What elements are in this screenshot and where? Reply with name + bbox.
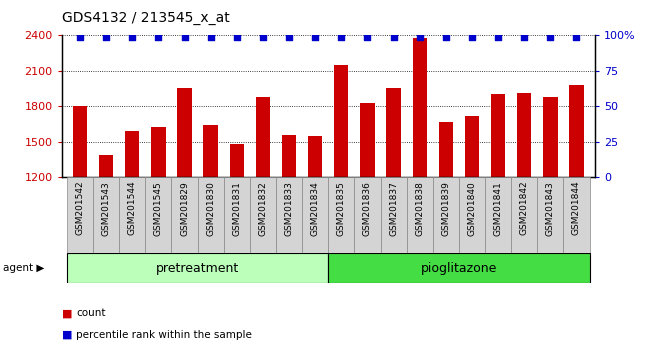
Bar — [276, 177, 302, 253]
Bar — [302, 177, 328, 253]
Bar — [67, 177, 93, 253]
Point — [127, 34, 138, 40]
Point — [519, 34, 529, 40]
Bar — [224, 177, 250, 253]
Bar — [73, 106, 87, 177]
Bar — [308, 136, 322, 177]
Point — [231, 34, 242, 40]
Text: GSM201833: GSM201833 — [285, 181, 294, 236]
Bar — [511, 177, 538, 253]
Text: GSM201829: GSM201829 — [180, 181, 189, 235]
Text: GSM201835: GSM201835 — [337, 181, 346, 236]
Text: GSM201839: GSM201839 — [441, 181, 450, 236]
Bar — [485, 177, 511, 253]
Text: GSM201545: GSM201545 — [154, 181, 163, 235]
Bar — [198, 177, 224, 253]
Text: GSM201842: GSM201842 — [520, 181, 528, 235]
Point — [153, 34, 164, 40]
Text: GSM201832: GSM201832 — [259, 181, 267, 235]
Text: GSM201840: GSM201840 — [467, 181, 476, 235]
Point — [415, 34, 425, 40]
Bar — [380, 177, 407, 253]
Bar — [151, 127, 166, 177]
Point — [388, 34, 398, 40]
Text: GSM201844: GSM201844 — [572, 181, 581, 235]
Text: GSM201544: GSM201544 — [128, 181, 136, 235]
Point — [101, 34, 111, 40]
Bar — [328, 177, 354, 253]
Text: GSM201542: GSM201542 — [75, 181, 84, 235]
Text: count: count — [76, 308, 105, 318]
Bar — [146, 177, 172, 253]
Text: GSM201841: GSM201841 — [493, 181, 502, 235]
Text: GSM201831: GSM201831 — [232, 181, 241, 236]
Bar — [99, 155, 113, 177]
Point — [571, 34, 582, 40]
Bar — [360, 103, 374, 177]
Bar — [125, 131, 140, 177]
Bar — [491, 95, 505, 177]
Bar — [433, 177, 459, 253]
Text: pioglitazone: pioglitazone — [421, 262, 497, 275]
Bar — [407, 177, 433, 253]
Point — [310, 34, 320, 40]
Bar — [282, 135, 296, 177]
Bar — [177, 88, 192, 177]
Text: pretreatment: pretreatment — [156, 262, 239, 275]
Bar — [250, 177, 276, 253]
Point — [258, 34, 268, 40]
Bar — [334, 65, 348, 177]
Text: ■: ■ — [62, 330, 72, 339]
Bar — [459, 177, 485, 253]
Bar — [119, 177, 146, 253]
Bar — [203, 125, 218, 177]
Bar — [465, 116, 479, 177]
Bar — [172, 177, 198, 253]
Bar — [93, 177, 119, 253]
Point — [493, 34, 503, 40]
Bar — [328, 253, 590, 283]
Point — [467, 34, 477, 40]
Bar — [413, 38, 427, 177]
Bar — [354, 177, 380, 253]
Point — [362, 34, 372, 40]
Bar — [543, 97, 558, 177]
Bar — [229, 144, 244, 177]
Bar — [564, 177, 590, 253]
Text: GSM201838: GSM201838 — [415, 181, 424, 236]
Text: GDS4132 / 213545_x_at: GDS4132 / 213545_x_at — [62, 11, 229, 25]
Bar — [439, 121, 453, 177]
Bar — [67, 253, 328, 283]
Text: ■: ■ — [62, 308, 72, 318]
Bar — [517, 93, 532, 177]
Point — [545, 34, 556, 40]
Point — [336, 34, 346, 40]
Point — [179, 34, 190, 40]
Text: percentile rank within the sample: percentile rank within the sample — [76, 330, 252, 339]
Point — [205, 34, 216, 40]
Point — [284, 34, 294, 40]
Bar — [538, 177, 564, 253]
Bar — [569, 85, 584, 177]
Point — [441, 34, 451, 40]
Text: GSM201834: GSM201834 — [311, 181, 320, 235]
Text: GSM201836: GSM201836 — [363, 181, 372, 236]
Bar — [255, 97, 270, 177]
Text: GSM201543: GSM201543 — [101, 181, 111, 235]
Text: GSM201830: GSM201830 — [206, 181, 215, 236]
Point — [75, 34, 85, 40]
Text: GSM201837: GSM201837 — [389, 181, 398, 236]
Bar — [386, 88, 401, 177]
Text: GSM201843: GSM201843 — [546, 181, 555, 235]
Text: agent ▶: agent ▶ — [3, 263, 45, 273]
